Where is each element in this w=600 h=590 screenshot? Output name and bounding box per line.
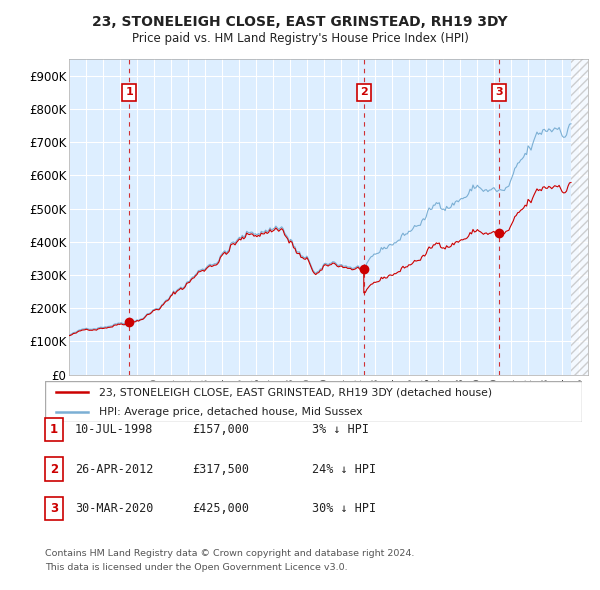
Text: 3: 3 (495, 87, 502, 97)
Text: 26-APR-2012: 26-APR-2012 (75, 463, 154, 476)
Text: £425,000: £425,000 (192, 502, 249, 515)
Text: £317,500: £317,500 (192, 463, 249, 476)
Text: 30% ↓ HPI: 30% ↓ HPI (312, 502, 376, 515)
Text: 24% ↓ HPI: 24% ↓ HPI (312, 463, 376, 476)
Text: 1: 1 (50, 423, 58, 436)
Text: £157,000: £157,000 (192, 423, 249, 436)
Text: 3% ↓ HPI: 3% ↓ HPI (312, 423, 369, 436)
Text: 2: 2 (360, 87, 368, 97)
Text: HPI: Average price, detached house, Mid Sussex: HPI: Average price, detached house, Mid … (98, 407, 362, 417)
Text: 23, STONELEIGH CLOSE, EAST GRINSTEAD, RH19 3DY: 23, STONELEIGH CLOSE, EAST GRINSTEAD, RH… (92, 15, 508, 29)
Text: 23, STONELEIGH CLOSE, EAST GRINSTEAD, RH19 3DY (detached house): 23, STONELEIGH CLOSE, EAST GRINSTEAD, RH… (98, 387, 492, 397)
Text: Contains HM Land Registry data © Crown copyright and database right 2024.: Contains HM Land Registry data © Crown c… (45, 549, 415, 558)
Text: Price paid vs. HM Land Registry's House Price Index (HPI): Price paid vs. HM Land Registry's House … (131, 32, 469, 45)
Text: 30-MAR-2020: 30-MAR-2020 (75, 502, 154, 515)
Text: This data is licensed under the Open Government Licence v3.0.: This data is licensed under the Open Gov… (45, 563, 347, 572)
Text: 1: 1 (125, 87, 133, 97)
Text: 2: 2 (50, 463, 58, 476)
Text: 10-JUL-1998: 10-JUL-1998 (75, 423, 154, 436)
Text: 3: 3 (50, 502, 58, 515)
